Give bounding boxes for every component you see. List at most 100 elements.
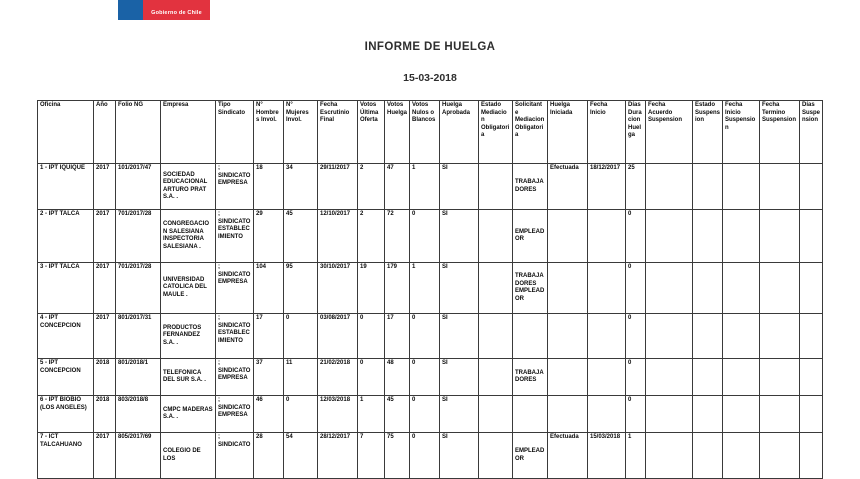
table-cell	[478, 395, 513, 433]
table-cell	[587, 262, 626, 314]
table-cell: Efectuada	[547, 432, 588, 479]
table-cell: ; SINDICATO ESTABLECIMIENTO	[215, 209, 254, 263]
table-cell: 0	[409, 432, 440, 479]
table-cell: TRABAJADORES EMPLEADOR	[512, 262, 548, 314]
table-cell: ; SINDICATO EMPRESA	[215, 358, 254, 396]
table-cell: SI	[439, 358, 479, 396]
table-cell	[478, 313, 513, 359]
table-cell: 0	[409, 209, 440, 263]
table-cell: 48	[384, 358, 410, 396]
table-cell: 0	[357, 313, 385, 359]
table-cell	[645, 313, 693, 359]
table-cell: 1 - IPT IQUIQUE	[37, 163, 94, 210]
table-cell: UNIVERSIDAD CATOLICA DEL MAULE .	[160, 262, 216, 314]
table-cell: 179	[384, 262, 410, 314]
table-cell: 19	[357, 262, 385, 314]
table-cell: ; SINDICATO ESTABLECIMIENTO	[215, 313, 254, 359]
table-cell: 801/2017/31	[115, 313, 161, 359]
column-header: Fecha Inicio	[587, 100, 626, 164]
table-cell: SI	[439, 395, 479, 433]
table-cell	[645, 395, 693, 433]
logo-text: Gobierno de Chile	[151, 10, 202, 16]
report-date: 15-03-2018	[403, 72, 457, 84]
table-cell: 104	[253, 262, 284, 314]
table-cell: 54	[283, 432, 318, 479]
table-cell	[645, 209, 693, 263]
table-cell: 5 - IPT CONCEPCION	[37, 358, 94, 396]
table-cell	[587, 358, 626, 396]
table-cell: 2018	[93, 395, 116, 433]
table-cell	[587, 395, 626, 433]
column-header: Fecha Escrutinio Final	[317, 100, 358, 164]
table-cell: 28	[253, 432, 284, 479]
table-cell: 1	[409, 163, 440, 210]
column-header: Votos Nulos o Blancos	[409, 100, 440, 164]
table-cell: 7 - ICT TALCAHUANO	[37, 432, 94, 479]
table-row: 5 - IPT CONCEPCION 2018 801/2018/1 TELEFONI…	[37, 358, 823, 396]
table-cell: 2017	[93, 163, 116, 210]
table-cell: 3 - IPT TALCA	[37, 262, 94, 314]
table-cell	[478, 262, 513, 314]
table-cell: SI	[439, 262, 479, 314]
table-cell: SI	[439, 209, 479, 263]
table-cell: CMPC MADERAS S.A. .	[160, 395, 216, 433]
table-cell	[587, 209, 626, 263]
table-cell	[799, 395, 823, 433]
huelga-table: Oficina Año Folio NG Empresa Tipo Sindicato N…	[37, 100, 823, 479]
table-cell	[722, 358, 760, 396]
table-cell	[799, 163, 823, 210]
table-cell	[478, 163, 513, 210]
table-cell: 0	[409, 313, 440, 359]
table-cell: 34	[283, 163, 318, 210]
table-cell	[645, 163, 693, 210]
table-cell	[722, 395, 760, 433]
column-header: Empresa	[160, 100, 216, 164]
table-cell: 0	[625, 209, 646, 263]
table-cell: ; SINDICATO EMPRESA	[215, 262, 254, 314]
table-cell: 28/12/2017	[317, 432, 358, 479]
table-cell: 0	[625, 358, 646, 396]
table-cell	[759, 163, 800, 210]
table-cell: 0	[283, 313, 318, 359]
table-cell	[722, 313, 760, 359]
column-header: N° Mujeres Invol.	[283, 100, 318, 164]
page-title: INFORME DE HUELGA	[364, 41, 496, 53]
table-cell: TELEFONICA DEL SUR S.A. .	[160, 358, 216, 396]
table-row: 7 - ICT TALCAHUANO 2017 805/2017/69 COLEGIO…	[37, 432, 823, 479]
table-cell: 15/03/2018	[587, 432, 626, 479]
table-cell: 72	[384, 209, 410, 263]
column-header: N° Hombres Invol.	[253, 100, 284, 164]
table-cell	[478, 358, 513, 396]
table-cell: 2017	[93, 262, 116, 314]
column-header: Oficina	[37, 100, 94, 164]
column-header: Huelga Aprobada	[439, 100, 479, 164]
table-cell: 0	[625, 262, 646, 314]
table-cell: COLEGIO DE LOS	[160, 432, 216, 479]
table-cell: SI	[439, 313, 479, 359]
column-header: Fecha Acuerdo Suspension	[645, 100, 693, 164]
table-cell: 18/12/2017	[587, 163, 626, 210]
table-cell: 101/2017/47	[115, 163, 161, 210]
table-cell	[478, 432, 513, 479]
column-header: Votos Última Oferta	[357, 100, 385, 164]
table-cell: 03/08/2017	[317, 313, 358, 359]
table-cell	[722, 209, 760, 263]
table-cell	[799, 209, 823, 263]
table-row: 3 - IPT TALCA 2017 701/2017/28 UNIVERSIDAD …	[37, 262, 823, 314]
table-cell	[759, 395, 800, 433]
table-cell: 701/2017/28	[115, 209, 161, 263]
column-header: Estado Suspension	[692, 100, 723, 164]
table-cell: 2017	[93, 209, 116, 263]
table-cell: 4 - IPT CONCEPCION	[37, 313, 94, 359]
table-cell: 21/02/2018	[317, 358, 358, 396]
table-cell: EMPLEADOR	[512, 209, 548, 263]
column-header: Estado Mediacion Obligatoria	[478, 100, 513, 164]
table-cell: 30/10/2017	[317, 262, 358, 314]
table-row: 1 - IPT IQUIQUE 2017 101/2017/47 SOCIEDAD E…	[37, 163, 823, 210]
table-cell: TRABAJADORES	[512, 358, 548, 396]
table-cell: 17	[384, 313, 410, 359]
table-cell	[692, 313, 723, 359]
table-cell: 12/10/2017	[317, 209, 358, 263]
table-cell: 2017	[93, 313, 116, 359]
table-cell: 0	[625, 313, 646, 359]
